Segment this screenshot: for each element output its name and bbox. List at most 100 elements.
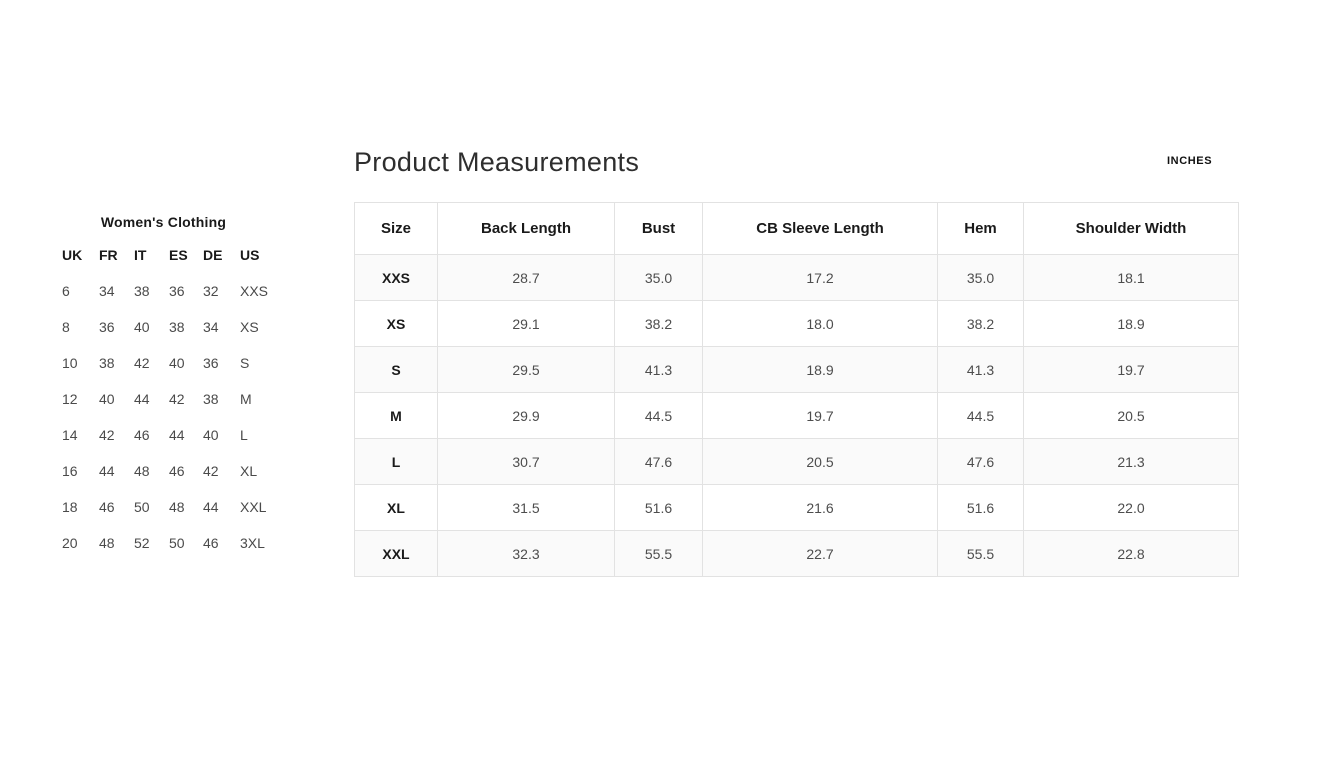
measurement-value-cell: 51.6 (614, 484, 703, 531)
conversion-cell: 42 (169, 391, 185, 407)
size-cell: XXS (354, 254, 438, 301)
conversion-cell: 44 (203, 499, 219, 515)
measurement-value-cell: 18.0 (702, 300, 938, 347)
conversion-cell: 16 (62, 463, 78, 479)
measurements-column-header: Size (354, 202, 438, 255)
conversion-cell: S (240, 355, 250, 371)
conversion-cell: 8 (62, 319, 70, 335)
measurements-table-row: XXS 28.7 35.0 17.2 35.0 18.1 (354, 254, 1239, 301)
conversion-table-row: 18 46 50 48 44 XXL (62, 489, 300, 525)
measurement-value-cell: 18.9 (702, 346, 938, 393)
measurements-table-row: XS 29.1 38.2 18.0 38.2 18.9 (354, 300, 1239, 347)
conversion-cell: 38 (134, 283, 150, 299)
conversion-cell: 3XL (240, 535, 265, 551)
conversion-table-row: 6 34 38 36 32 XXS (62, 273, 300, 309)
measurement-value-cell: 51.6 (937, 484, 1024, 531)
measurement-value-cell: 32.3 (437, 530, 615, 577)
conversion-cell: 32 (203, 283, 219, 299)
conversion-table: UK FR IT ES DE US 6 34 38 36 32 XXS 8 36 40 38 34 XS 10 38… (62, 247, 300, 561)
measurement-value-cell: 55.5 (614, 530, 703, 577)
measurement-value-cell: 44.5 (937, 392, 1024, 439)
conversion-column-header: US (240, 247, 260, 263)
measurement-value-cell: 44.5 (614, 392, 703, 439)
conversion-cell: 50 (169, 535, 185, 551)
conversion-column-header: UK (62, 247, 83, 263)
conversion-column-header: ES (169, 247, 188, 263)
conversion-table-row: 12 40 44 42 38 M (62, 381, 300, 417)
conversion-cell: 38 (203, 391, 219, 407)
conversion-table-title: Women's Clothing (100, 214, 227, 230)
measurement-value-cell: 30.7 (437, 438, 615, 485)
conversion-table-row: 14 42 46 44 40 L (62, 417, 300, 453)
measurement-value-cell: 29.5 (437, 346, 615, 393)
measurements-table-header-row: Size Back Length Bust CB Sleeve Length Hem Sh… (354, 202, 1239, 255)
measurement-value-cell: 19.7 (1023, 346, 1239, 393)
conversion-cell: 36 (203, 355, 219, 371)
conversion-cell: 6 (62, 283, 70, 299)
conversion-cell: M (240, 391, 252, 407)
measurements-column-header: Hem (937, 202, 1024, 255)
conversion-cell: 42 (134, 355, 150, 371)
conversion-cell: 34 (99, 283, 115, 299)
conversion-cell: 42 (99, 427, 115, 443)
conversion-cell: 38 (169, 319, 185, 335)
conversion-cell: 44 (169, 427, 185, 443)
conversion-column-header: DE (203, 247, 223, 263)
size-cell: L (354, 438, 438, 485)
conversion-cell: 42 (203, 463, 219, 479)
conversion-cell: 12 (62, 391, 78, 407)
conversion-table-header-row: UK FR IT ES DE US (62, 247, 300, 273)
measurement-value-cell: 21.6 (702, 484, 938, 531)
conversion-cell: 34 (203, 319, 219, 335)
conversion-cell: L (240, 427, 248, 443)
conversion-cell: 46 (134, 427, 150, 443)
conversion-cell: 36 (169, 283, 185, 299)
page-title: Product Measurements (354, 147, 640, 177)
conversion-cell: 48 (134, 463, 150, 479)
conversion-cell: 40 (169, 355, 185, 371)
measurement-value-cell: 22.7 (702, 530, 938, 577)
conversion-cell: 14 (62, 427, 78, 443)
conversion-cell: 38 (99, 355, 115, 371)
measurement-value-cell: 29.9 (437, 392, 615, 439)
conversion-cell: 20 (62, 535, 78, 551)
measurement-value-cell: 29.1 (437, 300, 615, 347)
measurement-value-cell: 19.7 (702, 392, 938, 439)
measurement-value-cell: 41.3 (614, 346, 703, 393)
conversion-cell: XXS (240, 283, 269, 299)
conversion-cell: 46 (203, 535, 219, 551)
measurements-column-header: Bust (614, 202, 703, 255)
measurements-column-header: Back Length (437, 202, 615, 255)
measurement-value-cell: 22.0 (1023, 484, 1239, 531)
measurement-value-cell: 47.6 (614, 438, 703, 485)
conversion-table-row: 8 36 40 38 34 XS (62, 309, 300, 345)
measurements-table-row: XXL 32.3 55.5 22.7 55.5 22.8 (354, 530, 1239, 577)
conversion-column-header: IT (134, 247, 147, 263)
measurement-value-cell: 20.5 (702, 438, 938, 485)
conversion-cell: 50 (134, 499, 150, 515)
conversion-cell: 44 (134, 391, 150, 407)
conversion-cell: 36 (99, 319, 115, 335)
measurements-table: Size Back Length Bust CB Sleeve Length Hem Sh… (354, 202, 1239, 577)
conversion-cell: 40 (134, 319, 150, 335)
conversion-table-row: 20 48 52 50 46 3XL (62, 525, 300, 561)
measurement-value-cell: 18.9 (1023, 300, 1239, 347)
conversion-table-row: 16 44 48 46 42 XL (62, 453, 300, 489)
size-cell: M (354, 392, 438, 439)
measurements-table-row: L 30.7 47.6 20.5 47.6 21.3 (354, 438, 1239, 485)
conversion-table-row: 10 38 42 40 36 S (62, 345, 300, 381)
conversion-cell: XL (240, 463, 258, 479)
measurements-column-header: Shoulder Width (1023, 202, 1239, 255)
measurements-table-row: S 29.5 41.3 18.9 41.3 19.7 (354, 346, 1239, 393)
conversion-cell: 46 (169, 463, 185, 479)
conversion-cell: 52 (134, 535, 150, 551)
measurement-value-cell: 28.7 (437, 254, 615, 301)
measurement-value-cell: 18.1 (1023, 254, 1239, 301)
measurement-value-cell: 17.2 (702, 254, 938, 301)
measurement-value-cell: 20.5 (1023, 392, 1239, 439)
unit-toggle-inches[interactable]: INCHES (1167, 155, 1213, 167)
measurement-value-cell: 21.3 (1023, 438, 1239, 485)
conversion-cell: XS (240, 319, 259, 335)
size-cell: XXL (354, 530, 438, 577)
conversion-cell: 44 (99, 463, 115, 479)
